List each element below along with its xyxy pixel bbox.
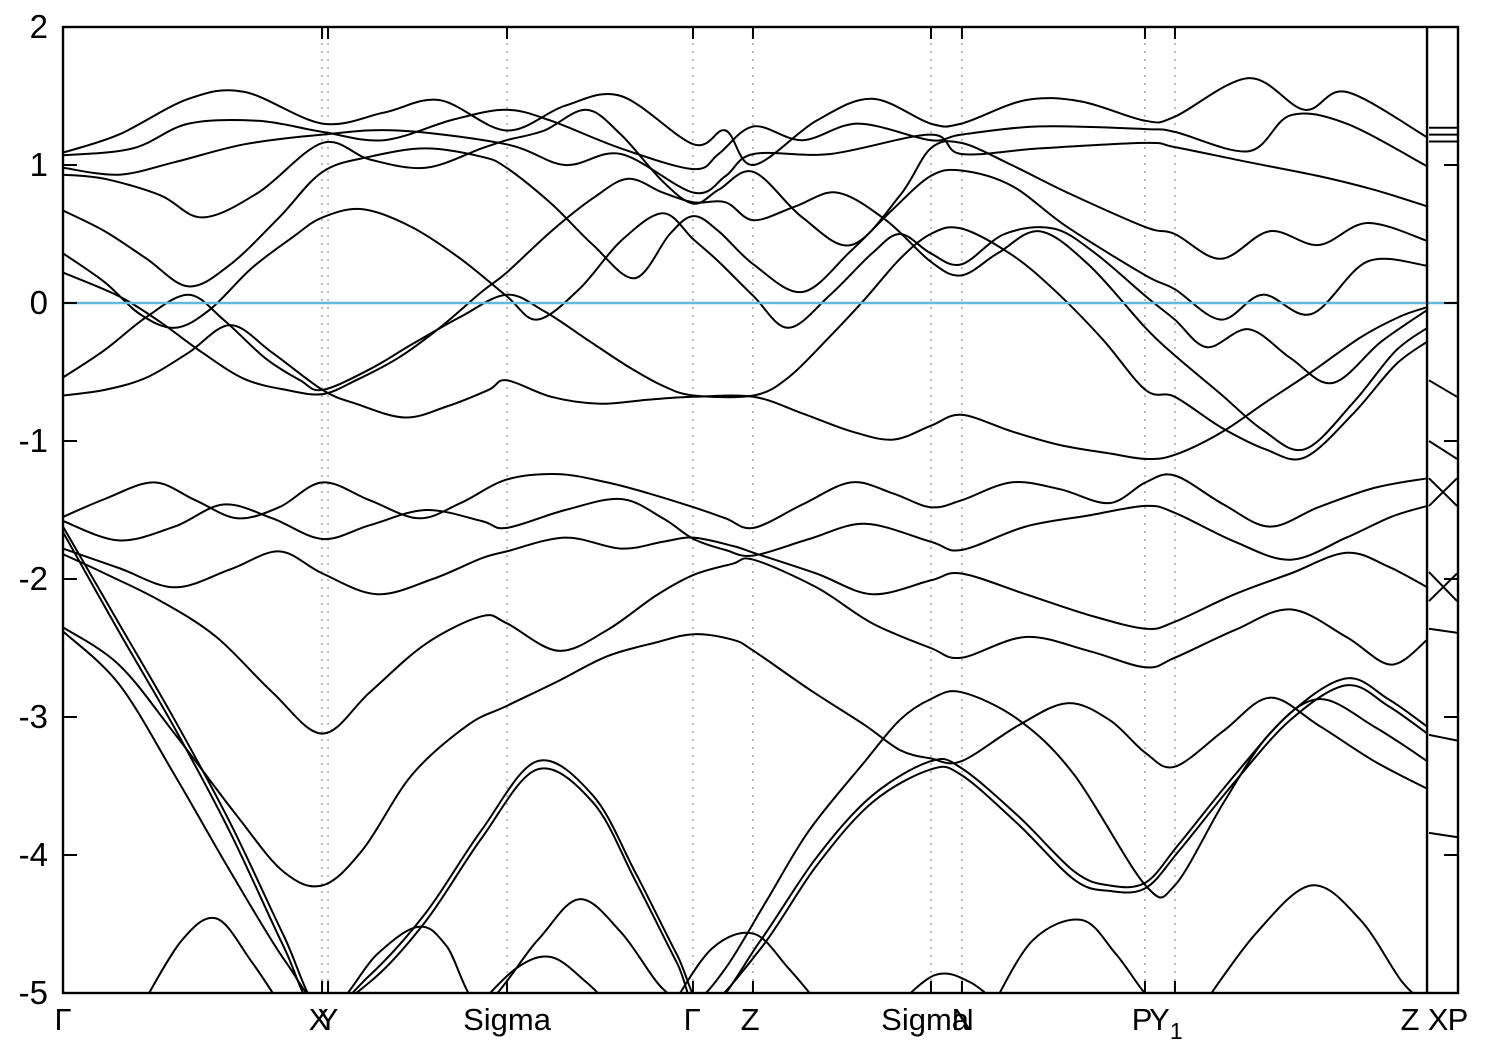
- x-tick-label: P: [1132, 1002, 1153, 1037]
- band-line: [63, 536, 1429, 630]
- band-line: [63, 531, 1429, 993]
- bands-group: [63, 77, 1458, 993]
- panel-band-segment: [1428, 477, 1458, 507]
- y-tick-label: -5: [19, 974, 48, 1011]
- x-tick-label: Γ: [54, 1002, 71, 1037]
- ticks-group: [62, 26, 1459, 994]
- band-line: [63, 129, 1429, 208]
- x-tick-label: X: [309, 1002, 330, 1037]
- band-line: [998, 918, 1146, 993]
- band-line: [1210, 884, 1415, 993]
- x-tick-label: Sigma: [463, 1002, 552, 1037]
- x-tick-label: N: [952, 1002, 974, 1037]
- panel-band-segment: [1428, 379, 1458, 398]
- x-tick-label: Z: [741, 1002, 760, 1037]
- band-line: [63, 473, 1429, 530]
- x-tick-label: Y: [318, 1002, 339, 1037]
- panel-band-segment: [1428, 572, 1458, 602]
- panel-band-segment: [1428, 831, 1458, 839]
- band-line: [678, 931, 811, 993]
- frame-group: [61, 25, 1460, 995]
- panel-band-segment: [1428, 627, 1458, 634]
- x-tick-label: Γ: [684, 1002, 701, 1037]
- x-tick-label: Sigma: [881, 1002, 970, 1037]
- y-tick-label: -1: [19, 422, 48, 459]
- x-tick-label-subscript: 1: [1170, 1018, 1183, 1044]
- x-tick-label: Z: [1401, 1002, 1420, 1037]
- band-line: [63, 177, 1429, 452]
- band-line: [63, 525, 1429, 993]
- x-tick-label: X: [1428, 1002, 1449, 1037]
- band-line: [147, 916, 274, 993]
- y-tick-label: -3: [19, 698, 48, 735]
- band-line: [63, 306, 1429, 461]
- band-line: [63, 207, 1429, 385]
- band-line: [63, 497, 1429, 561]
- band-line: [63, 108, 1429, 171]
- panel-band-segment: [1428, 733, 1458, 742]
- x-tick-label: P: [1448, 1002, 1469, 1037]
- x-tick-label: Y1: [1149, 1002, 1182, 1044]
- y-tick-label: 0: [30, 284, 48, 321]
- band-line: [63, 226, 1429, 461]
- band-line: [63, 108, 1429, 260]
- y-tick-label: -2: [19, 560, 48, 597]
- band-line: [63, 626, 1429, 888]
- y-tick-label: 2: [30, 8, 48, 45]
- panel-band-segment: [1428, 440, 1458, 460]
- gridlines-group: [321, 27, 1428, 993]
- band-line: [63, 77, 1429, 166]
- y-tick-label: -4: [19, 836, 48, 873]
- y-tick-label: 1: [30, 146, 48, 183]
- band-line: [488, 955, 600, 993]
- band-line: [63, 553, 1429, 735]
- band-line: [63, 147, 1429, 321]
- plot-frame: [61, 25, 1460, 995]
- band-line: [63, 630, 1429, 993]
